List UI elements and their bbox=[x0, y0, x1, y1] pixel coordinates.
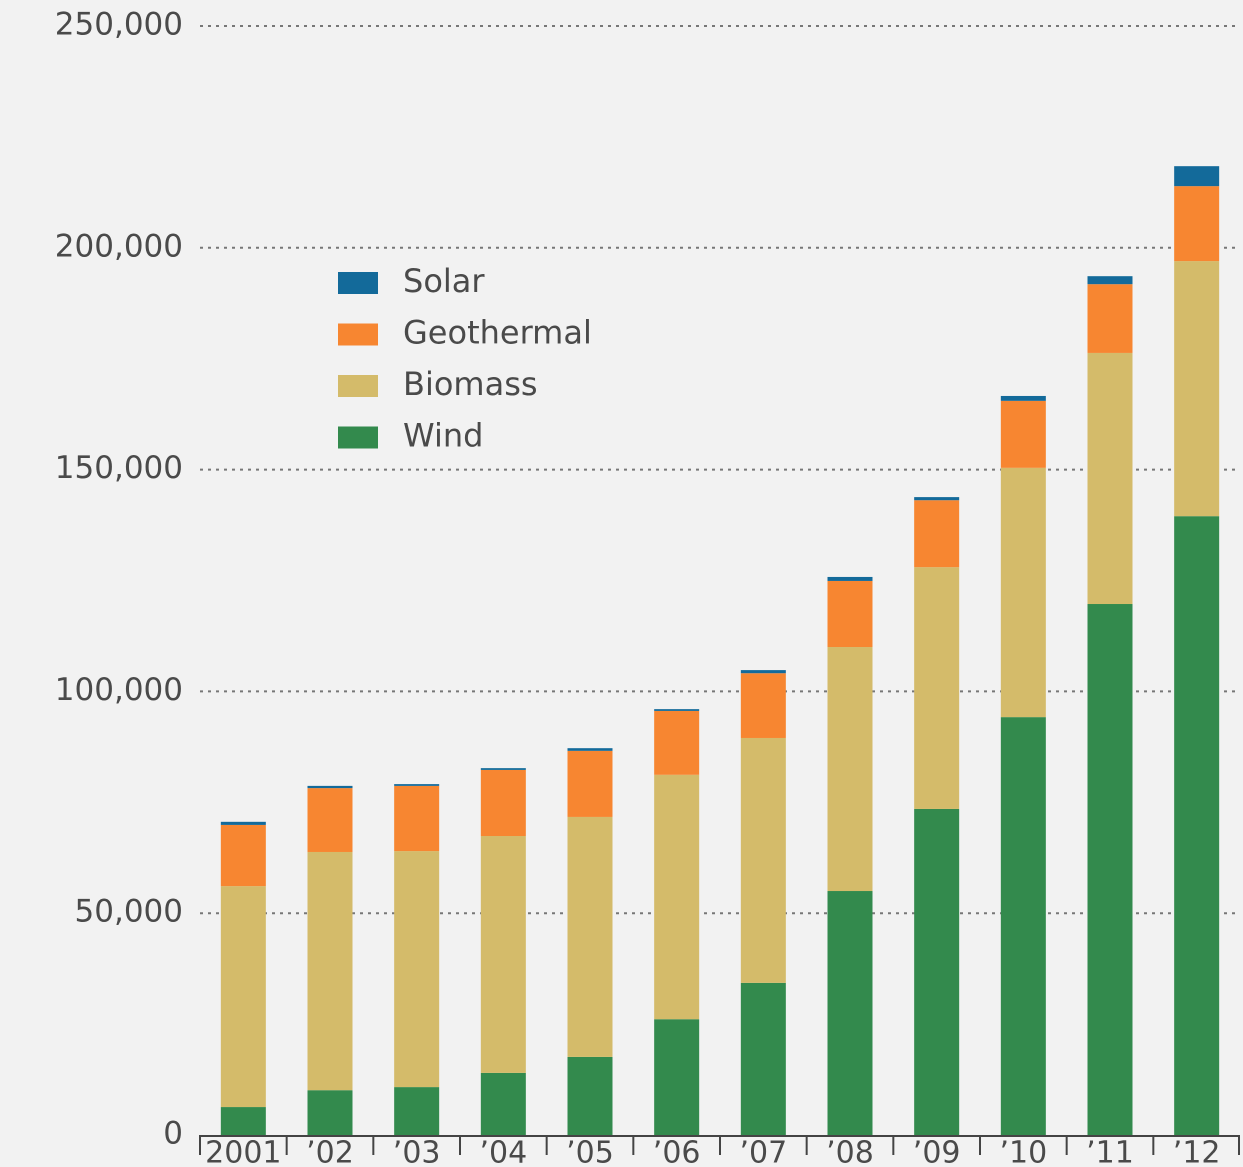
bar-segment bbox=[1174, 261, 1220, 517]
bar-segment bbox=[567, 748, 613, 751]
bar-segment bbox=[1000, 467, 1046, 718]
bar-segment bbox=[480, 768, 526, 770]
x-tick-label: ’07 bbox=[739, 1136, 787, 1167]
bar-segment bbox=[220, 886, 266, 1108]
bar-segment bbox=[567, 750, 613, 817]
bar-segment bbox=[827, 647, 873, 892]
bar-segment bbox=[740, 670, 786, 674]
bar-segment bbox=[394, 1087, 440, 1135]
bar-segment bbox=[740, 737, 786, 983]
bar-segment bbox=[1087, 604, 1133, 1135]
bar-segment bbox=[1087, 276, 1133, 285]
x-tick-label: ’04 bbox=[479, 1136, 527, 1167]
bar-segment bbox=[654, 774, 700, 1020]
legend-swatch bbox=[338, 426, 378, 449]
bar-segment bbox=[220, 821, 266, 825]
y-tick-label: 150,000 bbox=[55, 450, 183, 486]
bar-segment bbox=[827, 576, 873, 581]
x-tick-label: ’05 bbox=[566, 1136, 614, 1167]
bar-segment bbox=[480, 836, 526, 1073]
bar-segment bbox=[1000, 400, 1046, 468]
legend-swatch bbox=[338, 323, 378, 346]
bar-segment bbox=[914, 808, 960, 1135]
bar-segment bbox=[307, 851, 353, 1091]
legend-label: Biomass bbox=[403, 365, 538, 403]
x-tick-label: ’03 bbox=[393, 1136, 441, 1167]
bar-segment bbox=[654, 709, 700, 711]
bar-segment bbox=[1174, 166, 1220, 187]
bar-segment bbox=[827, 580, 873, 648]
x-tick-label: ’06 bbox=[653, 1136, 701, 1167]
x-tick-label: ’10 bbox=[999, 1136, 1047, 1167]
bar-segment bbox=[1000, 395, 1046, 401]
legend-swatch bbox=[338, 272, 378, 294]
x-tick-label: ’11 bbox=[1086, 1136, 1134, 1167]
x-tick-label: 2001 bbox=[205, 1136, 281, 1167]
bar-segment bbox=[307, 1090, 353, 1135]
legend-label: Solar bbox=[403, 262, 485, 300]
bar-segment bbox=[567, 1056, 613, 1135]
x-tick-label: ’02 bbox=[306, 1136, 354, 1167]
bar-segment bbox=[480, 1072, 526, 1135]
y-tick-label: 200,000 bbox=[55, 228, 183, 264]
bar-segment bbox=[1087, 284, 1133, 353]
bar-segment bbox=[740, 673, 786, 738]
bar-segment bbox=[567, 816, 613, 1057]
bar-segment bbox=[394, 785, 440, 852]
bar-segment bbox=[394, 784, 440, 786]
bar-segment bbox=[220, 824, 266, 887]
x-tick-label: ’09 bbox=[913, 1136, 961, 1167]
y-tick-label: 0 bbox=[163, 1116, 183, 1152]
y-tick-label: 50,000 bbox=[75, 894, 183, 930]
legend-label: Geothermal bbox=[403, 314, 592, 352]
x-tick-label: ’12 bbox=[1173, 1136, 1221, 1167]
bar-segment bbox=[220, 1107, 266, 1135]
bar-segment bbox=[654, 710, 700, 775]
legend-swatch bbox=[338, 375, 378, 397]
bar-segment bbox=[1087, 352, 1133, 605]
bar-segment bbox=[307, 788, 353, 852]
bar-segment bbox=[394, 851, 440, 1088]
bar-segment bbox=[914, 567, 960, 809]
bar-segment bbox=[654, 1019, 700, 1135]
bar-segment bbox=[914, 497, 960, 501]
bar-segment bbox=[740, 982, 786, 1135]
y-tick-label: 250,000 bbox=[55, 7, 183, 43]
x-tick-label: ’08 bbox=[826, 1136, 874, 1167]
legend-label: Wind bbox=[403, 417, 483, 455]
y-tick-label: 100,000 bbox=[55, 672, 183, 708]
bar-segment bbox=[480, 769, 526, 837]
bar-segment bbox=[914, 500, 960, 568]
bar-segment bbox=[1174, 186, 1220, 262]
bar-segment bbox=[307, 785, 353, 789]
bar-segment bbox=[1174, 516, 1220, 1135]
bar-segment bbox=[827, 891, 873, 1135]
bar-segment bbox=[1000, 717, 1046, 1135]
